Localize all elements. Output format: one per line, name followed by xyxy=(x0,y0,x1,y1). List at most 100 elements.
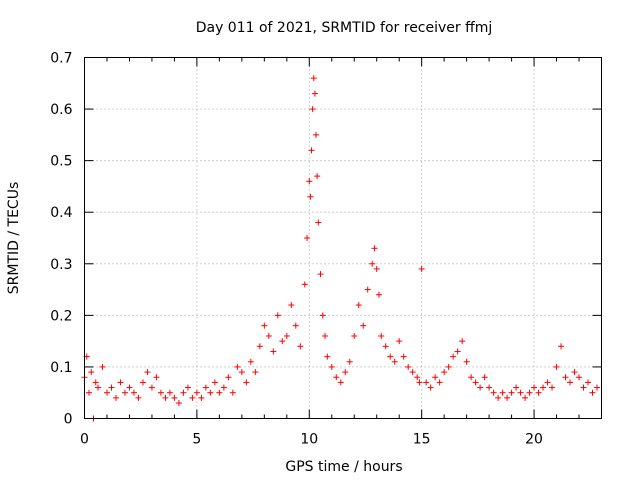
data-point xyxy=(274,312,281,319)
data-point xyxy=(441,369,448,376)
data-point xyxy=(328,363,335,370)
data-point xyxy=(364,286,371,293)
data-point xyxy=(261,322,268,329)
data-point xyxy=(522,394,529,401)
data-point xyxy=(238,369,245,376)
x-tick-label: 0 xyxy=(80,432,89,448)
data-point xyxy=(317,271,324,278)
data-point xyxy=(189,394,196,401)
data-point xyxy=(400,353,407,360)
data-point xyxy=(375,291,382,298)
data-point xyxy=(499,389,506,396)
data-point xyxy=(311,90,318,97)
data-point xyxy=(85,389,92,396)
data-point xyxy=(382,343,389,350)
data-point xyxy=(360,322,367,329)
data-point xyxy=(346,358,353,365)
data-point xyxy=(324,353,331,360)
data-point xyxy=(409,369,416,376)
data-point xyxy=(148,384,155,391)
data-point xyxy=(486,384,493,391)
data-point xyxy=(292,322,299,329)
data-point xyxy=(504,394,511,401)
data-point xyxy=(314,173,321,180)
data-point xyxy=(481,374,488,381)
data-point xyxy=(416,379,423,386)
data-point xyxy=(576,374,583,381)
data-point xyxy=(445,363,452,370)
data-point xyxy=(495,394,502,401)
x-tick-label: 5 xyxy=(192,432,201,448)
x-tick-label: 20 xyxy=(525,432,543,448)
data-point xyxy=(391,358,398,365)
data-point xyxy=(342,369,349,376)
data-point xyxy=(171,394,178,401)
data-point xyxy=(508,389,515,396)
data-point xyxy=(243,379,250,386)
data-point xyxy=(369,260,376,267)
data-point xyxy=(540,384,547,391)
data-point xyxy=(517,389,524,396)
data-point xyxy=(304,235,311,241)
data-point xyxy=(184,384,191,391)
data-point xyxy=(94,384,101,391)
data-point xyxy=(322,332,329,339)
data-point xyxy=(247,358,254,365)
data-point xyxy=(549,384,556,391)
data-point xyxy=(220,384,227,391)
data-point xyxy=(307,193,314,200)
data-point xyxy=(234,363,241,370)
data-point xyxy=(88,369,95,376)
x-axis-label: GPS time / hours xyxy=(285,459,402,475)
data-point xyxy=(103,389,110,396)
data-point xyxy=(418,265,425,272)
y-tick-label: 0.1 xyxy=(50,360,72,376)
data-point xyxy=(333,374,340,381)
data-point xyxy=(202,384,209,391)
data-point xyxy=(265,332,272,339)
axis-ticks xyxy=(84,57,602,419)
data-point xyxy=(126,384,133,391)
data-point xyxy=(562,374,569,381)
data-point xyxy=(396,338,403,345)
data-point xyxy=(589,389,596,396)
data-point xyxy=(351,332,358,339)
data-point xyxy=(310,75,317,82)
data-point xyxy=(337,379,344,386)
data-point xyxy=(108,384,115,391)
data-point xyxy=(387,353,394,360)
data-point xyxy=(405,363,412,370)
data-point xyxy=(436,379,443,386)
data-point xyxy=(571,369,578,376)
data-point xyxy=(121,389,128,396)
data-point xyxy=(544,379,551,386)
data-point xyxy=(513,384,520,391)
data-point xyxy=(270,348,277,355)
y-tick-label: 0.4 xyxy=(50,205,72,221)
data-point xyxy=(355,302,362,309)
data-point xyxy=(432,374,439,381)
data-point xyxy=(414,374,421,381)
data-point xyxy=(211,379,218,386)
data-point xyxy=(306,178,313,185)
data-point xyxy=(477,384,484,391)
data-point xyxy=(308,147,315,154)
data-point xyxy=(157,389,164,396)
data-point xyxy=(463,358,470,365)
y-tick-label: 0 xyxy=(64,412,73,428)
data-point xyxy=(450,353,457,360)
data-point xyxy=(319,312,326,319)
x-tick-labels: 0 5 10 15 20 xyxy=(80,432,543,448)
data-point xyxy=(427,384,434,391)
data-point xyxy=(225,374,232,381)
chart-title: Day 011 of 2021, SRMTID for receiver ffm… xyxy=(196,20,493,36)
y-tick-label: 0.3 xyxy=(50,257,72,273)
data-point xyxy=(193,389,200,396)
data-point xyxy=(166,389,173,396)
grid xyxy=(84,57,602,419)
y-tick-labels: 0 0.1 0.2 0.3 0.4 0.5 0.6 0.7 xyxy=(50,51,72,428)
y-tick-label: 0.5 xyxy=(50,154,72,170)
data-point xyxy=(162,394,169,401)
